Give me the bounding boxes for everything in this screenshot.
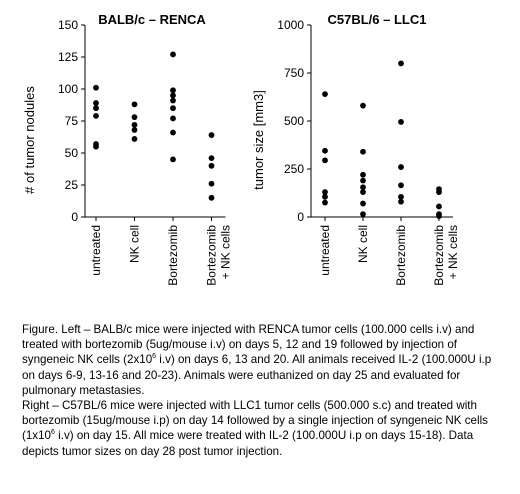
left-data-point	[208, 162, 215, 169]
left-data-point	[93, 84, 99, 91]
right-panel: C57BL/6 – LLC1 tumor size [mm3] 0 250 500 7…	[251, 12, 460, 286]
right-data-point	[360, 148, 366, 155]
right-data-point	[360, 211, 366, 218]
left-data-point	[131, 127, 138, 133]
left-data-point	[131, 101, 138, 108]
right-data-point	[360, 189, 366, 195]
right-category-label: Bortezomib	[432, 225, 446, 286]
left-data-point	[170, 87, 176, 94]
left-data-point	[93, 100, 99, 106]
right-y-tick-label: 500	[284, 114, 304, 128]
right-data-point	[436, 186, 442, 193]
left-data-point	[131, 121, 138, 128]
left-data-point	[170, 97, 176, 104]
left-data-point	[170, 92, 176, 99]
caption-right-text-b: i.v) on day 15. All mice were treated wi…	[22, 429, 474, 458]
caption-left-text-b: i.v) on days 6, 13 and 20. All animals r…	[22, 353, 492, 397]
right-data-point	[322, 193, 328, 200]
figure-caption: Figure. Left – BALB/c mice were injected…	[22, 322, 502, 459]
left-data-point	[170, 115, 176, 122]
left-panel-title: BALB/c – RENCA	[98, 12, 206, 27]
right-data-point	[322, 157, 328, 164]
right-category-label: untreated	[318, 225, 332, 276]
left-category-label: untreated	[89, 225, 103, 276]
left-data-point	[170, 105, 176, 112]
left-y-tick-label: 100	[58, 82, 78, 96]
left-data-point	[93, 112, 99, 119]
left-data-point	[170, 156, 176, 163]
left-category-label: Bortezomib	[166, 225, 180, 286]
right-data-point	[360, 177, 366, 184]
left-y-tick-label: 125	[58, 50, 78, 64]
left-y-axis-label: # of tumor nodules	[22, 86, 37, 194]
caption-right-paragraph: Right – C57BL/6 mice were injected with …	[22, 398, 502, 459]
right-data-point	[360, 171, 366, 178]
right-panel-title: C57BL/6 – LLC1	[328, 12, 427, 27]
caption-left-superscript: 6	[152, 353, 157, 361]
right-y-tick-label: 1000	[277, 18, 304, 32]
right-data-point	[398, 198, 404, 205]
left-data-point	[208, 155, 215, 162]
left-data-point	[131, 136, 138, 142]
right-data-point	[360, 200, 366, 207]
figure-panels: BALB/c – RENCA # of tumor nodules 0 25 50 7…	[22, 12, 460, 286]
right-data-point	[322, 199, 328, 206]
left-panel: BALB/c – RENCA # of tumor nodules 0 25 50 7…	[22, 12, 233, 286]
right-category-label: Bortezomib	[394, 225, 408, 286]
left-data-point	[170, 51, 176, 58]
right-data-point	[398, 193, 404, 200]
right-data-point	[398, 60, 404, 67]
right-data-point	[322, 189, 328, 195]
left-y-tick-label: 150	[58, 18, 78, 32]
left-data-point	[170, 129, 176, 136]
right-data-point	[360, 102, 366, 109]
right-data-point	[436, 211, 442, 218]
left-data-point	[93, 105, 99, 112]
left-data-point	[93, 141, 99, 147]
right-data-point	[322, 147, 328, 154]
caption-left-text-a: Figure. Left – BALB/c mice were injected…	[22, 323, 475, 367]
left-y-tick-label: 75	[65, 114, 79, 128]
right-category-label: NK cell	[356, 225, 370, 263]
right-data-point	[360, 184, 366, 191]
left-category-label: NK cell	[128, 225, 142, 263]
left-data-point	[131, 114, 138, 121]
left-data-point	[208, 180, 215, 187]
right-data-point	[398, 182, 404, 189]
right-y-tick-label: 250	[284, 162, 304, 176]
right-category-label: + NK cells	[446, 225, 460, 279]
right-y-tick-label: 0	[297, 210, 304, 224]
left-data-point	[208, 194, 215, 201]
right-data-point	[322, 91, 328, 98]
right-y-tick-label: 750	[284, 66, 304, 80]
left-data-point	[208, 132, 215, 138]
right-data-point	[436, 203, 442, 210]
left-y-tick-label: 0	[71, 210, 78, 224]
left-y-tick-label: 50	[65, 146, 79, 160]
left-y-tick-label: 25	[65, 178, 79, 192]
right-data-point	[398, 164, 404, 170]
caption-right-text-a: Right – C57BL/6 mice were injected with …	[22, 399, 488, 443]
left-category-label: + NK cells	[219, 225, 233, 279]
caption-right-superscript: 6	[51, 429, 55, 437]
caption-left-paragraph: Figure. Left – BALB/c mice were injected…	[22, 322, 502, 398]
right-data-point	[398, 119, 404, 125]
left-category-label: Bortezomib	[205, 225, 219, 286]
right-y-axis-label: tumor size [mm3]	[251, 90, 266, 190]
